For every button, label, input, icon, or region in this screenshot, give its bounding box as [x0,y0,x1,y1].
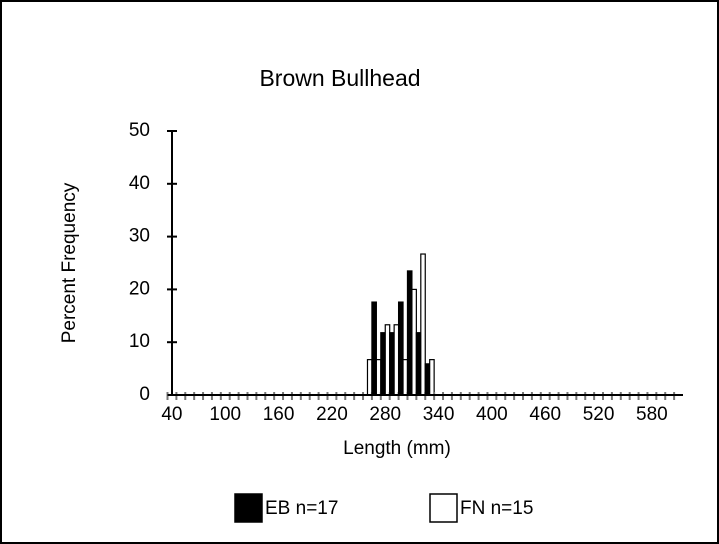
bar [384,324,391,396]
bar [411,288,417,396]
bar [366,359,373,396]
legend-label: EB n=17 [265,498,338,519]
bar [424,363,431,396]
x-axis-label: Length (mm) [343,438,451,459]
y-tick-label: 50 [129,120,150,141]
x-tick-label: 580 [636,404,668,425]
legend-swatch [234,493,263,523]
bar [420,253,426,396]
bar [397,301,404,396]
x-tick-label: 520 [583,404,615,425]
legend-label: FN n=15 [460,498,533,519]
x-tick-label: 40 [161,404,182,425]
bar [402,359,409,396]
x-tick-label: 160 [263,404,295,425]
bar [375,359,382,396]
bar [389,332,395,396]
y-tick-label: 40 [129,173,150,194]
y-tick-label: 20 [129,278,150,299]
bar [406,270,413,396]
chart-title: Brown Bullhead [259,65,420,91]
x-tick-label: 220 [316,404,348,425]
x-tick-label: 400 [476,404,508,425]
x-tick-label: 340 [423,404,455,425]
y-tick-label: 10 [129,331,150,352]
y-tick-label: 30 [129,226,150,247]
bar [380,332,386,396]
y-tick-label: 0 [139,384,150,405]
legend-swatch [429,493,458,523]
bar [393,324,400,396]
x-tick-label: 100 [209,404,241,425]
bar [429,359,435,396]
x-tick-label: 460 [529,404,561,425]
bar [415,332,422,396]
x-tick-label: 280 [369,404,401,425]
bar [371,301,377,396]
y-axis-label: Percent Frequency [59,182,80,343]
